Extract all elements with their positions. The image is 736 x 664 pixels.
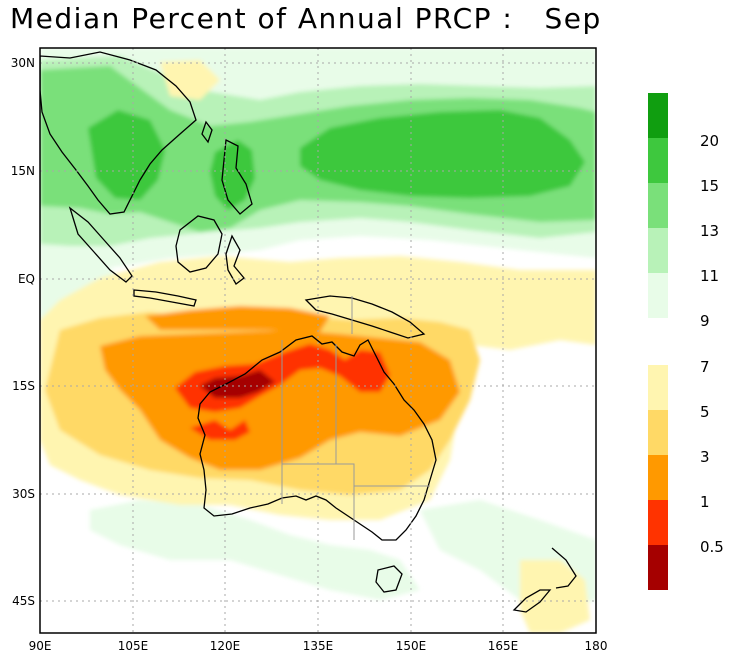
coast-philippines <box>221 138 253 215</box>
border-nt-sa <box>282 463 355 540</box>
coast-asia <box>40 51 197 215</box>
coastlines <box>40 51 577 613</box>
colorbar-label: 13 <box>700 222 719 240</box>
chart-title: Median Percent of Annual PRCP : Sep <box>10 2 602 35</box>
y-tick-label: 15S <box>12 379 35 393</box>
state-borders <box>281 296 430 540</box>
y-tick-label: EQ <box>18 272 35 286</box>
colorbar-label: 7 <box>700 358 710 376</box>
colorbar-swatch <box>648 138 668 183</box>
coast-java <box>133 289 197 307</box>
colorbar-label: 3 <box>700 448 710 466</box>
coast-sulawesi <box>225 234 245 285</box>
colorbar-swatch <box>648 365 668 410</box>
plot-frame <box>39 47 597 634</box>
coast-australia <box>197 335 437 541</box>
colorbar-swatch <box>648 228 668 273</box>
field-southocean-pale <box>90 500 420 600</box>
y-tick-label: 45S <box>12 594 35 608</box>
colorbar-label: 11 <box>700 267 719 285</box>
colorbar: 20 15 13 11 9 7 5 3 1 0.5 <box>648 93 724 590</box>
y-tick-label: 15N <box>11 164 35 178</box>
x-tick-label: 180 <box>585 639 608 653</box>
colorbar-label: 9 <box>700 312 710 330</box>
plot-area <box>39 47 597 634</box>
colorbar-swatch <box>648 273 668 318</box>
y-tick-label: 30S <box>12 487 35 501</box>
x-tick-label: 150E <box>396 639 427 653</box>
colorbar-label: 0.5 <box>700 538 724 556</box>
y-axis: 30N 15N EQ 15S 30S 45S <box>11 56 35 608</box>
field-nz-pale-yellow <box>520 560 590 633</box>
x-tick-label: 105E <box>118 639 149 653</box>
colorbar-label: 5 <box>700 403 710 421</box>
field-layer <box>40 48 596 633</box>
x-tick-label: 90E <box>29 639 52 653</box>
colorbar-swatch <box>648 545 668 590</box>
field-aus-darkred <box>200 370 275 398</box>
field-wnp-mid <box>300 110 585 198</box>
coast-borneo <box>175 215 223 273</box>
gridlines <box>40 48 596 633</box>
x-tick-label: 120E <box>210 639 241 653</box>
x-tick-label: 135E <box>303 639 334 653</box>
x-axis: 90E 105E 120E 135E 150E 165E 180 <box>29 639 608 653</box>
colorbar-label: 1 <box>700 493 710 511</box>
colorbar-swatch <box>648 455 668 500</box>
colorbar-swatch <box>648 183 668 228</box>
y-tick-label: 30N <box>11 56 35 70</box>
coast-taiwan <box>201 120 213 144</box>
coast-tasmania <box>375 565 403 593</box>
coast-sumatra <box>68 206 133 283</box>
field-banda-orange <box>145 306 330 332</box>
field-phil-mid <box>210 140 255 210</box>
field-marianas-pale-yellow <box>160 60 220 100</box>
colorbar-swatch <box>648 410 668 455</box>
colorbar-label: 15 <box>700 177 719 195</box>
x-tick-label: 165E <box>488 639 519 653</box>
coast-newguinea <box>304 295 426 339</box>
coast-nz <box>512 547 577 613</box>
colorbar-swatch <box>648 500 668 545</box>
field-indochina-mid <box>88 110 165 200</box>
colorbar-label: 20 <box>700 132 719 150</box>
colorbar-swatch <box>648 93 668 138</box>
